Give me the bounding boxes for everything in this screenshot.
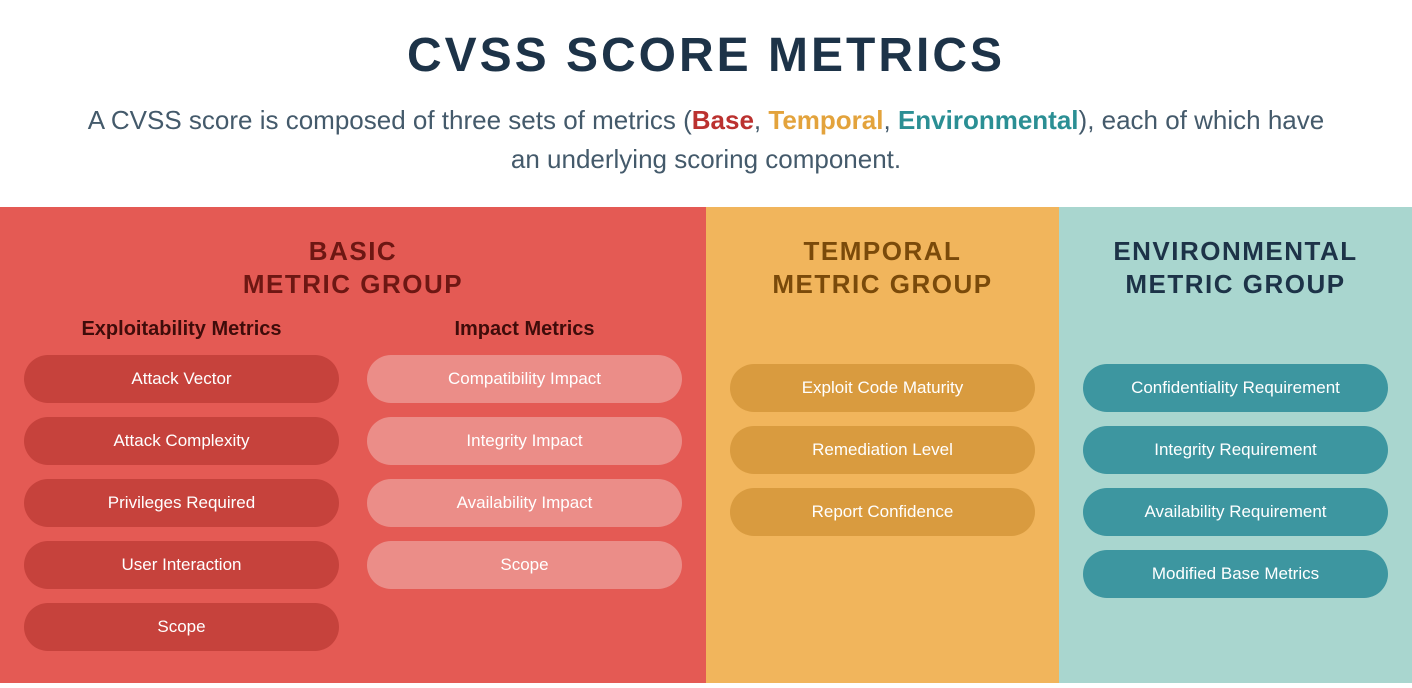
temporal-list: Exploit Code Maturity Remediation Level Re… [730,364,1035,536]
basic-group-title: BASIC METRIC GROUP [24,235,682,300]
basic-columns: Exploitability Metrics Attack VectorAtta… [24,318,682,651]
exploitability-heading: Exploitability Metrics [24,318,339,341]
metric-pill: Scope [24,603,339,651]
subtitle-text: A CVSS score is composed of three sets o… [88,105,692,135]
title-line: ENVIRONMENTAL [1113,236,1357,266]
metric-pill: Attack Vector [24,355,339,403]
spacer [730,318,1035,364]
temporal-metric-group: TEMPORAL METRIC GROUP Exploit Code Matur… [706,207,1059,683]
sep: , [754,105,768,135]
metric-pill: Availability Requirement [1083,488,1388,536]
exploitability-list: Attack Vector Attack Complexity Privileges… [24,355,339,651]
metric-pill: Compatibility Impact [367,355,682,403]
title-line: METRIC GROUP [772,269,992,299]
word-base: Base [692,105,754,135]
word-environmental: Environmental [898,105,1079,135]
page-subtitle: A CVSS score is composed of three sets o… [80,101,1332,179]
metric-groups-row: BASIC METRIC GROUP Exploitability Metric… [0,207,1412,683]
sep: , [883,105,897,135]
word-temporal: Temporal [768,105,883,135]
impact-column: Impact Metrics Compatibility Impact Integ… [367,318,682,651]
environmental-group-title: ENVIRONMENTAL METRIC GROUP [1083,235,1388,300]
exploitability-column: Exploitability Metrics Attack VectorAtta… [24,318,339,651]
environmental-list: Confidentiality Requirement Integrity Req… [1083,364,1388,598]
metric-pill: Integrity Requirement [1083,426,1388,474]
metric-pill: User Interaction [24,541,339,589]
metric-pill: Integrity Impact [367,417,682,465]
header: CVSS SCORE METRICS A CVSS score is compo… [0,0,1412,207]
metric-pill: Exploit Code Maturity [730,364,1035,412]
title-line: TEMPORAL [804,236,962,266]
page-title: CVSS SCORE METRICS [80,28,1332,83]
metric-pill: Availability Impact [367,479,682,527]
title-line: BASIC [309,236,397,266]
temporal-group-title: TEMPORAL METRIC GROUP [730,235,1035,300]
environmental-metric-group: ENVIRONMENTAL METRIC GROUP Confidentiali… [1059,207,1412,683]
metric-pill: Modified Base Metrics [1083,550,1388,598]
basic-metric-group: BASIC METRIC GROUP Exploitability Metric… [0,207,706,683]
metric-pill: Attack Complexity [24,417,339,465]
metric-pill: Scope [367,541,682,589]
metric-pill: Confidentiality Requirement [1083,364,1388,412]
metric-pill: Remediation Level [730,426,1035,474]
metric-pill: Report Confidence [730,488,1035,536]
impact-list: Compatibility Impact Integrity Impact Avai… [367,355,682,589]
title-line: METRIC GROUP [1125,269,1345,299]
title-line: METRIC GROUP [243,269,463,299]
metric-pill: Privileges Required [24,479,339,527]
impact-heading: Impact Metrics [367,318,682,341]
spacer [1083,318,1388,364]
